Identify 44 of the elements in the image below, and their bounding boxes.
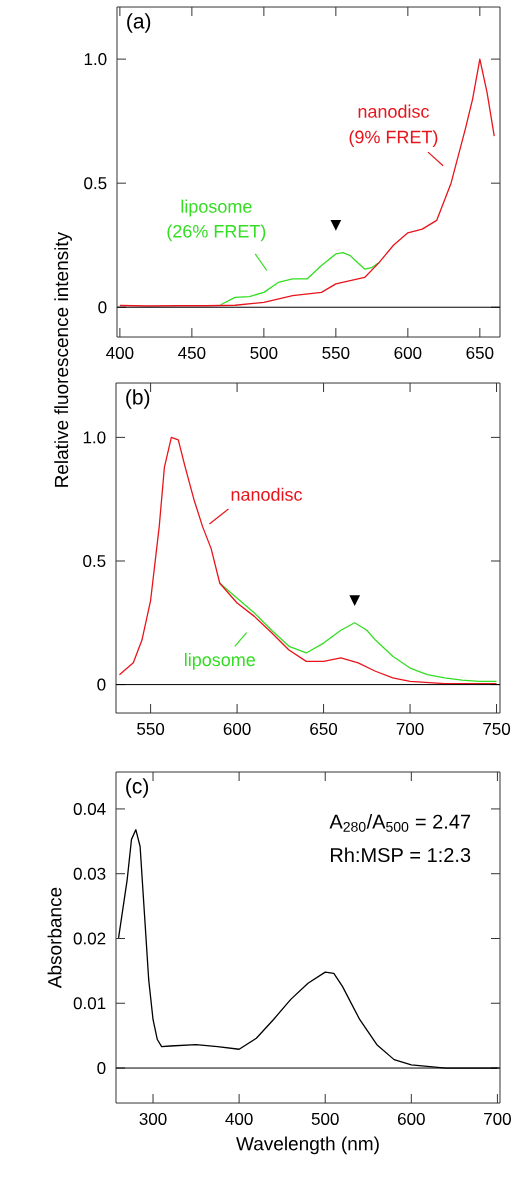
annotation: A$_{280}$/A$_{500}$ = 2.47 bbox=[329, 814, 471, 832]
x-axis-title: Wavelength (nm) bbox=[236, 1136, 379, 1155]
x-tick-label: 400 bbox=[106, 346, 134, 359]
x-tick-label: 500 bbox=[311, 1112, 339, 1125]
legend-label: liposome bbox=[184, 652, 255, 670]
annotation: (9% FRET) bbox=[349, 130, 438, 147]
x-tick-label: 600 bbox=[398, 1112, 425, 1125]
text: liposome bbox=[181, 199, 252, 217]
y-tick-label: 0.5 bbox=[83, 554, 106, 568]
x-tick-label: 700 bbox=[396, 722, 424, 735]
annotation: (26% FRET) bbox=[167, 224, 266, 242]
x-tick-label: 550 bbox=[322, 346, 350, 359]
annotation: Rh:MSP = 1:2.3 bbox=[331, 847, 471, 863]
x-tick-label: 550 bbox=[137, 722, 165, 735]
y-tick-label: 0 bbox=[97, 1062, 106, 1075]
annotation: ▼ bbox=[330, 220, 342, 231]
x-tick-label: 600 bbox=[223, 722, 251, 735]
y-axis-title: Absorbance bbox=[47, 887, 62, 989]
chart-title: (b) bbox=[126, 389, 150, 409]
line-series bbox=[118, 436, 498, 685]
y-tick-label: 0.5 bbox=[84, 177, 107, 190]
annotation: ▼ bbox=[349, 595, 361, 606]
x-tick-label: 300 bbox=[139, 1112, 167, 1125]
x-tick-label: 450 bbox=[178, 346, 206, 359]
chart-title: (c) bbox=[126, 778, 149, 798]
x-tick-label: 750 bbox=[483, 722, 511, 735]
x-tick-label: 650 bbox=[310, 722, 338, 735]
y-axis-title: Relative fluorescence intensity bbox=[54, 231, 72, 487]
x-tick-label: 650 bbox=[466, 346, 494, 359]
chart-title: (a) bbox=[127, 13, 151, 33]
x-tick-label: 400 bbox=[225, 1112, 253, 1125]
x-tick-label: 600 bbox=[394, 346, 422, 359]
y-tick-label: 0 bbox=[98, 301, 107, 314]
series-label: nanodisc bbox=[231, 487, 303, 501]
y-tick-label: 1.0 bbox=[83, 431, 106, 444]
y-tick-label: 1.0 bbox=[84, 53, 107, 66]
y-tick-label: 0 bbox=[97, 678, 106, 691]
text: nanodisc bbox=[358, 104, 429, 118]
x-tick-label: 700 bbox=[484, 1112, 511, 1125]
y-tick-label: 0.01 bbox=[73, 997, 106, 1010]
x-tick-label: 500 bbox=[250, 346, 278, 359]
y-tick-label: 0.02 bbox=[73, 932, 106, 945]
y-tick-label: 0.04 bbox=[73, 802, 106, 815]
y-tick-label: 0.03 bbox=[73, 867, 106, 880]
